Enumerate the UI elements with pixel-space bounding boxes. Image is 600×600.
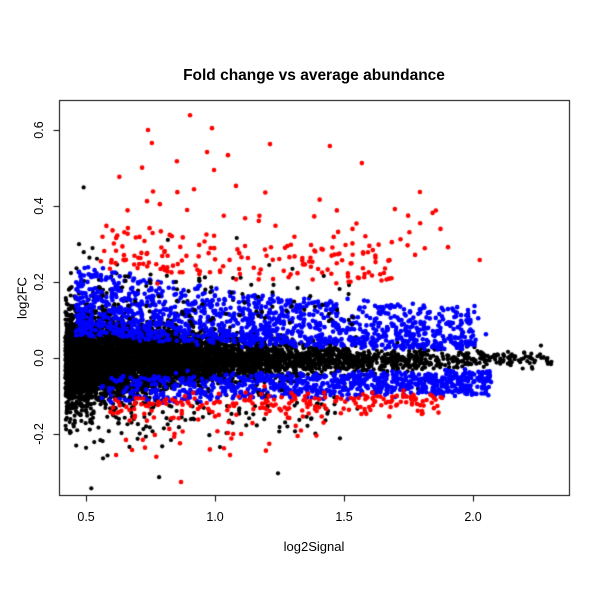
y-tick-label-0: -0.2: [32, 423, 46, 445]
y-axis-label: log2FC: [14, 276, 30, 319]
chart-title: Fold change vs average abundance: [183, 67, 445, 84]
x-tick-label-0: 0.5: [77, 510, 95, 524]
x-tick-label-2: 1.5: [335, 510, 353, 524]
x-tick-label-1: 1.0: [206, 510, 224, 524]
x-axis-label: log2Signal: [283, 539, 345, 554]
y-tick-label-1: 0.0: [32, 349, 46, 367]
y-tick-label-3: 0.4: [32, 197, 46, 215]
y-tick-label-2: 0.2: [32, 273, 46, 291]
y-tick-label-4: 0.6: [32, 121, 46, 139]
x-tick-label-3: 2.0: [464, 510, 482, 524]
